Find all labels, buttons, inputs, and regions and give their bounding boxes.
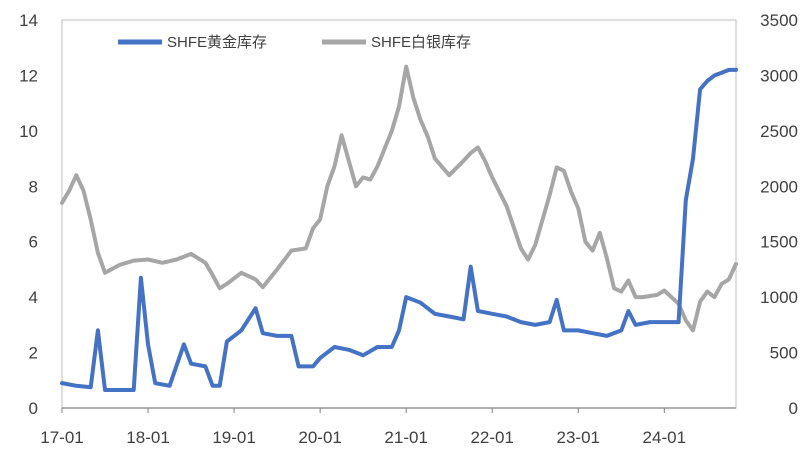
x-tick-label: 18-01 (126, 428, 169, 447)
x-tick-label: 19-01 (212, 428, 255, 447)
y-right-tick-label: 3000 (760, 66, 798, 85)
x-tick-label: 21-01 (384, 428, 427, 447)
x-tick-label: 17-01 (40, 428, 83, 447)
y-right-tick-label: 0 (789, 399, 798, 418)
y-right-tick-label: 2500 (760, 122, 798, 141)
plot-area (60, 64, 738, 392)
series-line-silver (60, 64, 738, 333)
x-tick-label: 23-01 (557, 428, 600, 447)
y-right-tick-label: 3500 (760, 11, 798, 30)
y-right-tick-label: 1000 (760, 288, 798, 307)
y-right-tick-label: 500 (770, 344, 798, 363)
y-left-tick-label: 6 (29, 233, 38, 252)
y-left-tick-label: 12 (19, 66, 38, 85)
legend-label-gold: SHFE黄金库存 (167, 34, 267, 51)
legend-label-silver: SHFE白银库存 (371, 34, 471, 51)
y-left-tick-label: 2 (29, 344, 38, 363)
y-right-tick-label: 2000 (760, 177, 798, 196)
x-tick-label: 22-01 (470, 428, 513, 447)
series-line-gold (60, 67, 738, 392)
x-tick-label: 24-01 (643, 428, 686, 447)
plot-frame (61, 19, 737, 409)
y-left-tick-label: 0 (29, 399, 38, 418)
y-left-tick-label: 10 (19, 122, 38, 141)
y-left-tick-label: 14 (19, 11, 38, 30)
y-right-tick-label: 1500 (760, 233, 798, 252)
y-left-tick-label: 8 (29, 177, 38, 196)
legend: SHFE黄金库存 SHFE白银库存 (118, 34, 471, 51)
axes: 0 2 4 6 8 10 12 14 0 500 1000 1500 2000 2500 3000 3500 1… (19, 11, 798, 447)
y-left-tick-label: 4 (29, 288, 38, 307)
x-tick-label: 20-01 (298, 428, 341, 447)
